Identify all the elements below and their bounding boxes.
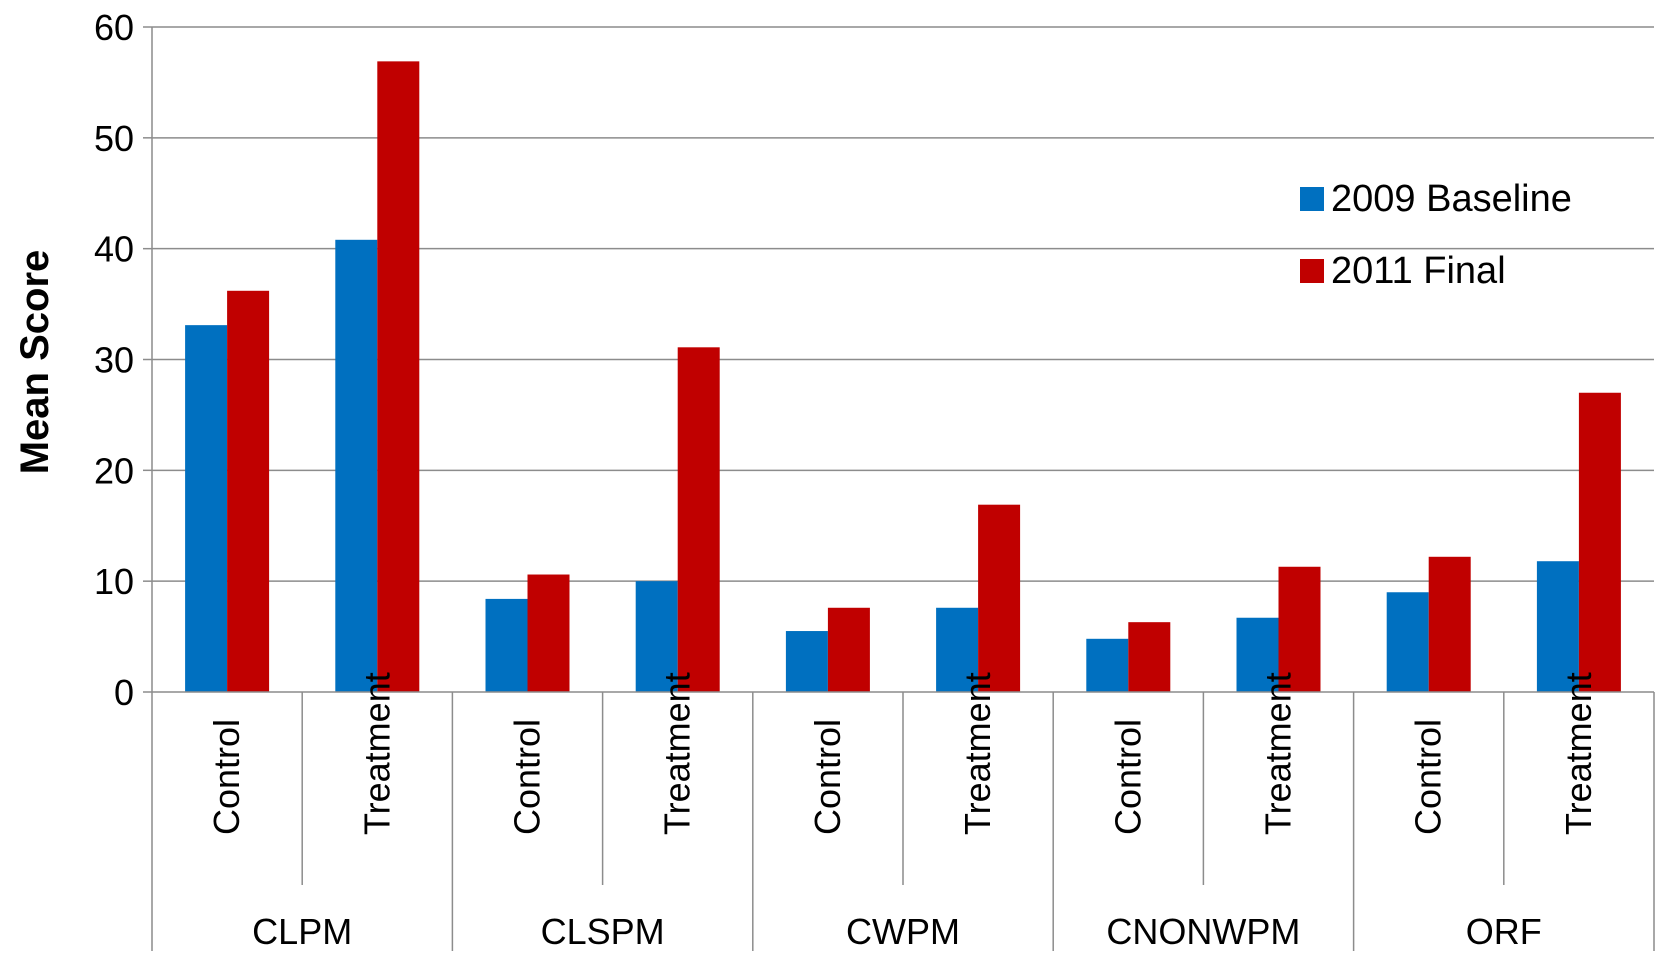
x-group-label: CLPM [252,911,352,951]
bar-final [227,290,270,692]
x-subcategory-label: Control [507,719,548,835]
bar-baseline [185,325,228,692]
legend-label: 2011 Final [1331,250,1506,292]
x-subcategory-label: Control [807,719,848,835]
x-subcategory-label: Treatment [657,672,698,835]
bar-final [1578,392,1621,692]
bar-baseline [936,607,979,692]
y-tick-label: 20 [94,450,134,491]
x-subcategory-label: Treatment [356,672,397,835]
axis-labels: 0 10 20 30 40 50 60 Control Treatment CLPM Control… [94,7,1599,952]
x-subcategory-label: Treatment [957,672,998,835]
bar-final [1128,622,1171,692]
bar-final [1278,566,1321,692]
y-tick-label: 50 [94,118,134,159]
y-tick-label: 40 [94,229,134,270]
x-group-label: CLSPM [541,911,665,951]
bar-final [377,61,420,692]
bar-baseline [485,598,528,692]
bar-baseline [335,239,378,693]
bar-baseline [785,631,828,692]
bar-final [677,347,720,692]
x-subcategory-label: Control [206,719,247,835]
legend-swatch [1300,187,1324,211]
legend: 2009 Baseline 2011 Final [1300,178,1572,292]
legend-label: 2009 Baseline [1331,178,1572,220]
x-group-label: CNONWPM [1106,911,1300,951]
y-tick-label: 10 [94,561,134,602]
bar-baseline [1386,592,1429,692]
axes [143,26,1655,951]
legend-swatch [1300,259,1324,283]
bar-baseline [1236,617,1279,692]
bar-baseline [635,581,678,692]
bar-final [1428,556,1471,692]
x-subcategory-label: Control [1408,719,1449,835]
x-subcategory-label: Control [1107,719,1148,835]
bar-baseline [1086,638,1129,692]
x-group-label: ORF [1466,911,1542,951]
bar-baseline [1536,561,1579,692]
bar-final [978,504,1021,692]
bar-final [527,574,570,692]
x-subcategory-label: Treatment [1558,672,1599,835]
x-group-label: CWPM [846,911,960,951]
y-axis-title: Mean Score [13,250,57,475]
y-tick-label: 0 [114,672,134,713]
bars [185,61,1621,693]
bar-final [827,607,870,692]
x-subcategory-label: Treatment [1258,672,1299,835]
y-tick-label: 60 [94,7,134,48]
y-tick-label: 30 [94,340,134,381]
